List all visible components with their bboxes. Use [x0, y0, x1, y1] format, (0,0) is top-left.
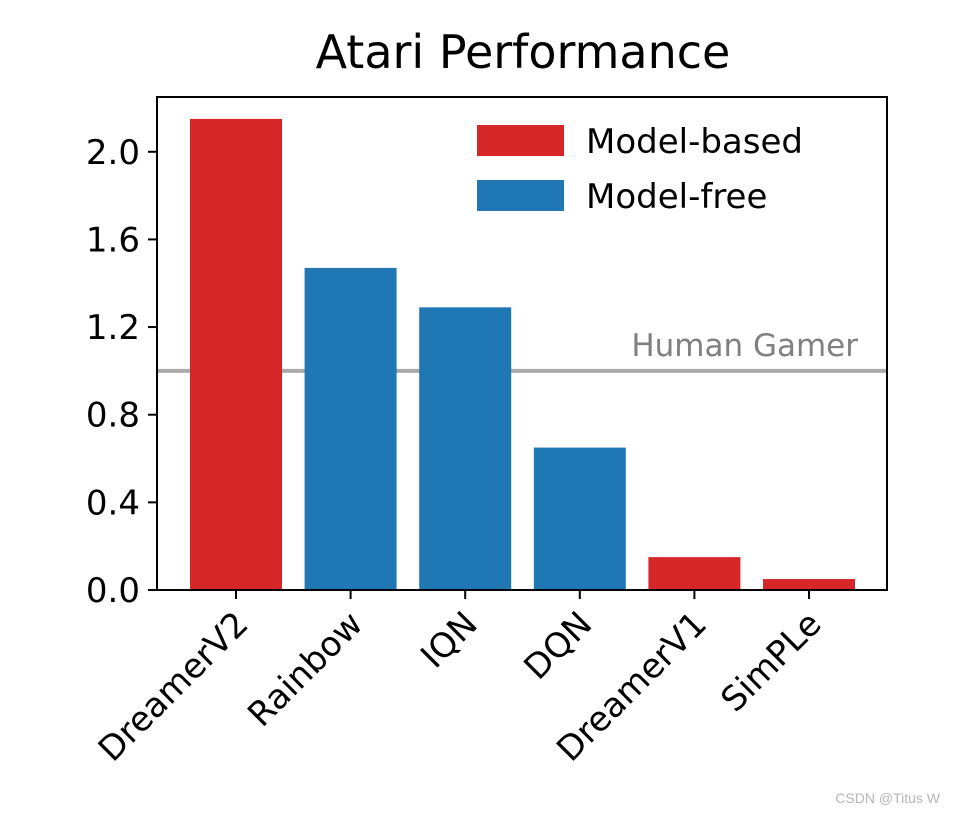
chart-title: Atari Performance	[316, 25, 731, 79]
legend-label: Model-free	[586, 177, 767, 217]
bar-rainbow	[304, 267, 397, 590]
y-tick-label: 1.6	[86, 220, 140, 260]
x-tick-label: SimPLe	[713, 604, 829, 720]
bar-dqn	[533, 447, 626, 590]
plot-frame	[156, 96, 888, 591]
bars	[190, 118, 855, 591]
x-tick-label: Rainbow	[240, 604, 371, 735]
y-tick-label: 1.2	[86, 308, 140, 348]
bar-dreamerv2	[190, 118, 282, 591]
x-tick-label: DQN	[516, 604, 600, 688]
x-tick-label: DreamerV2	[91, 604, 257, 770]
legend-swatch	[477, 125, 564, 156]
legend: Model-based Model-free	[477, 122, 803, 217]
y-tick-label: 0.4	[86, 483, 140, 523]
legend-swatch	[477, 180, 564, 211]
bar-iqn	[419, 307, 512, 590]
reference-line-label: Human Gamer	[631, 328, 858, 364]
legend-label: Model-based	[586, 122, 803, 162]
bar-dreamerv1	[648, 557, 741, 590]
y-tick-label: 0.8	[86, 396, 140, 436]
y-axis: 0.0 0.4 0.8 1.2 1.6 2.0	[86, 133, 157, 611]
bar-simple	[763, 579, 855, 590]
y-tick-label: 0.0	[86, 571, 140, 611]
x-tick-label: IQN	[413, 604, 485, 676]
watermark-text: CSDN @Titus W	[835, 790, 940, 806]
y-tick-label: 2.0	[86, 133, 140, 173]
